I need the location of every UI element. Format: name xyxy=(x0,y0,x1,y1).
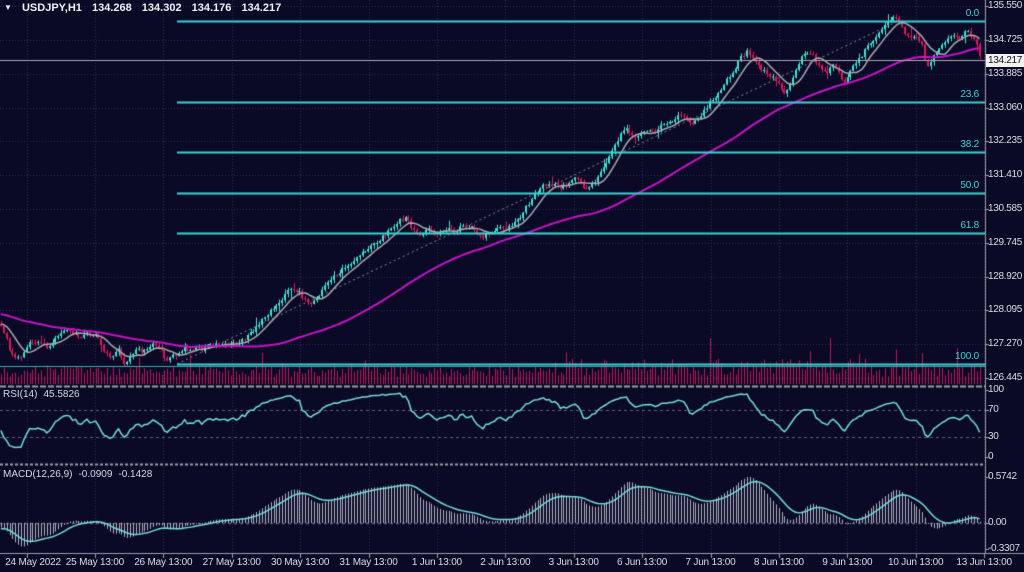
panel-splitter-main-rsi[interactable] xyxy=(0,385,985,389)
symbol-period-label: USDJPY,H1 xyxy=(21,2,82,14)
open-value: 134.268 xyxy=(91,2,132,14)
macd-indicator-name: MACD(12,26,9) xyxy=(3,469,73,480)
high-value: 134.302 xyxy=(141,2,182,14)
rsi-indicator-value: 45.5826 xyxy=(43,389,80,400)
macd-panel-label: MACD(12,26,9) -0.0909 -0.1428 xyxy=(3,469,158,480)
close-value: 134.217 xyxy=(241,2,282,14)
rsi-indicator-name: RSI(14) xyxy=(3,389,38,400)
price-axis[interactable] xyxy=(986,0,1024,553)
low-value: 134.176 xyxy=(191,2,232,14)
panel-splitter-rsi-macd[interactable] xyxy=(0,462,985,467)
current-price-badge: 134.217 xyxy=(986,53,1024,67)
rsi-panel-label: RSI(14) 45.5826 xyxy=(3,389,86,400)
macd-signal-value: -0.1428 xyxy=(118,469,153,480)
macd-main-value: -0.0909 xyxy=(78,469,113,480)
ohlc-header: ▼ USDJPY,H1 134.268 134.302 134.176 134.… xyxy=(4,2,288,14)
chart-menu-icon[interactable]: ▼ xyxy=(4,3,12,12)
time-axis[interactable] xyxy=(0,554,1024,572)
